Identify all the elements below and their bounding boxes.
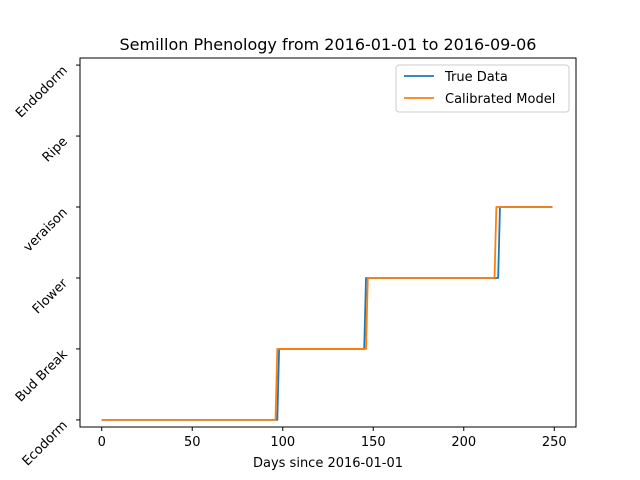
x-ticks: 0 50 100 150 200 250 xyxy=(98,427,567,450)
legend-label: True Data xyxy=(444,70,508,85)
x-tick-label: 0 xyxy=(98,435,106,450)
y-tick-label: Ecodorm xyxy=(20,418,71,469)
plot-lines xyxy=(101,206,553,421)
chart-title: Semillon Phenology from 2016-01-01 to 20… xyxy=(120,35,537,54)
legend-label: Calibrated Model xyxy=(445,92,555,107)
x-tick-label: 250 xyxy=(542,435,567,450)
y-tick-label: Flower xyxy=(30,276,71,317)
y-tick-label: veraison xyxy=(21,205,71,255)
series-line-1 xyxy=(101,206,553,421)
x-tick-label: 100 xyxy=(270,435,295,450)
legend-box xyxy=(395,64,570,113)
series-line-0 xyxy=(101,206,553,421)
x-tick-label: 150 xyxy=(361,435,386,450)
y-tick-label: Endodorm xyxy=(13,63,71,121)
x-tick-label: 200 xyxy=(451,435,476,450)
x-tick-label: 50 xyxy=(184,435,201,450)
y-tick-label: Bud Break xyxy=(13,347,71,405)
legend: True Data Calibrated Model xyxy=(395,64,570,113)
plot-frame xyxy=(79,57,577,428)
y-ticks: Ecodorm Bud Break Flower veraison Ripe Endodo… xyxy=(13,63,80,469)
y-tick-label: Ripe xyxy=(40,134,71,165)
x-axis-label: Days since 2016-01-01 xyxy=(253,456,403,471)
